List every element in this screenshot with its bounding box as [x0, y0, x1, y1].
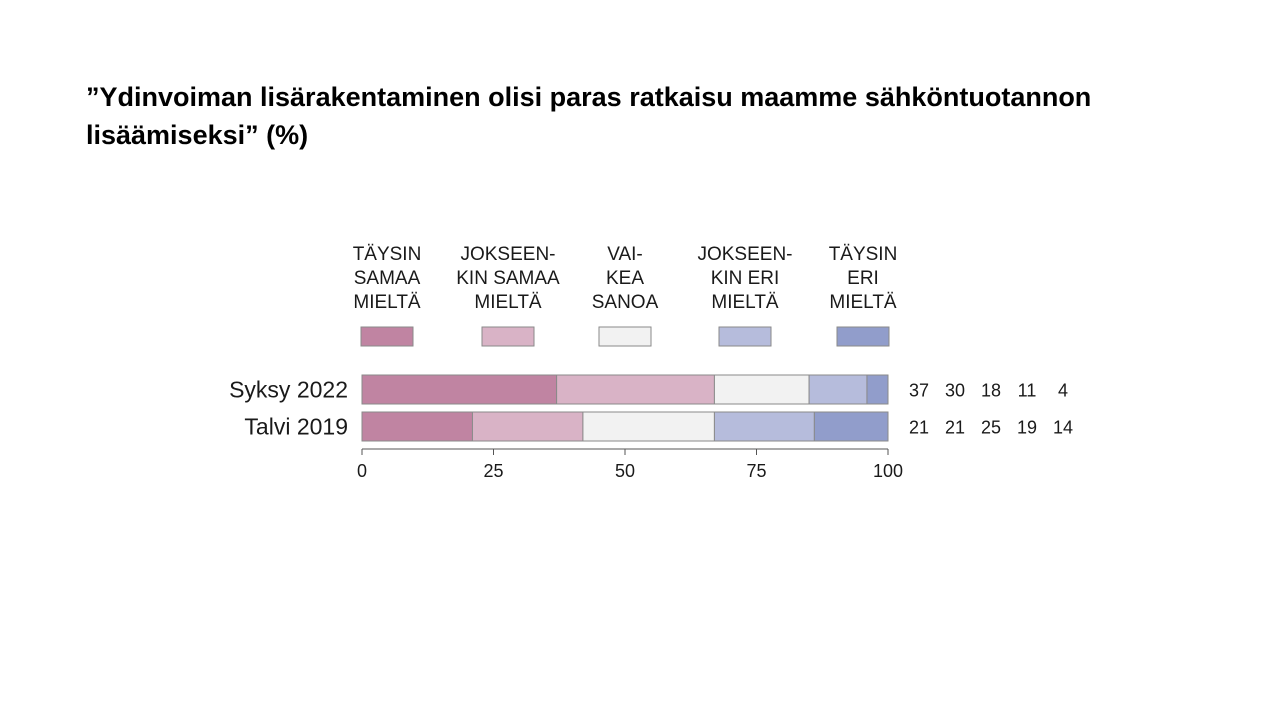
legend-label: TÄYSIN [353, 244, 422, 265]
bar-segment [361, 411, 473, 442]
bar-segment [713, 411, 815, 442]
value-label: 21 [909, 418, 929, 438]
legend-label: VAI- [607, 244, 643, 265]
tick-label: 100 [873, 461, 903, 481]
legend-label: MIELTÄ [474, 292, 542, 313]
legend-swatch [836, 326, 890, 347]
legend-swatch [598, 326, 652, 347]
legend-label: SANOA [592, 292, 659, 313]
bar-segment [813, 411, 889, 442]
bars: Syksy 2022 37 30 18 11 4 Talvi 2019 21 21 25 19 14 [229, 374, 1073, 442]
legend-label: KIN ERI [711, 268, 780, 289]
legend: TÄYSIN SAMAA MIELTÄ JOKSEEN- KIN SAMAA MIELTÄ… [353, 244, 898, 347]
tick-label: 25 [483, 461, 503, 481]
value-label: 21 [945, 418, 965, 438]
value-label: 4 [1058, 381, 1068, 401]
category-label: Talvi 2019 [244, 414, 348, 440]
bar-segment [361, 374, 558, 405]
legend-swatch [481, 326, 535, 347]
legend-swatch [360, 326, 414, 347]
value-label: 18 [981, 381, 1001, 401]
value-label: 37 [909, 381, 929, 401]
legend-label: MIELTÄ [711, 292, 779, 313]
bar-segment [866, 374, 889, 405]
value-label: 30 [945, 381, 965, 401]
bar-segment [556, 374, 715, 405]
bar-segment [808, 374, 868, 405]
tick-label: 75 [746, 461, 766, 481]
bar-segment [582, 411, 715, 442]
legend-label: JOKSEEN- [460, 244, 555, 265]
x-axis: 0 25 50 75 100 [357, 448, 903, 481]
tick-label: 50 [615, 461, 635, 481]
legend-label: SAMAA [354, 268, 421, 289]
value-label: 14 [1053, 418, 1073, 438]
legend-label: MIELTÄ [829, 292, 897, 313]
value-label: 19 [1017, 418, 1037, 438]
bar-segment [471, 411, 584, 442]
legend-label: MIELTÄ [353, 292, 421, 313]
legend-label: JOKSEEN- [697, 244, 792, 265]
legend-swatch [718, 326, 772, 347]
legend-label: ERI [847, 268, 879, 289]
value-label: 11 [1018, 381, 1037, 401]
legend-label: KIN SAMAA [456, 268, 560, 289]
tick-label: 0 [357, 461, 367, 481]
legend-label: KEA [606, 268, 644, 289]
legend-label: TÄYSIN [829, 244, 898, 265]
bar-segment [713, 374, 810, 405]
category-label: Syksy 2022 [229, 377, 348, 403]
page-title: ”Ydinvoiman lisärakentaminen olisi paras… [86, 82, 1092, 150]
value-label: 25 [981, 418, 1001, 438]
